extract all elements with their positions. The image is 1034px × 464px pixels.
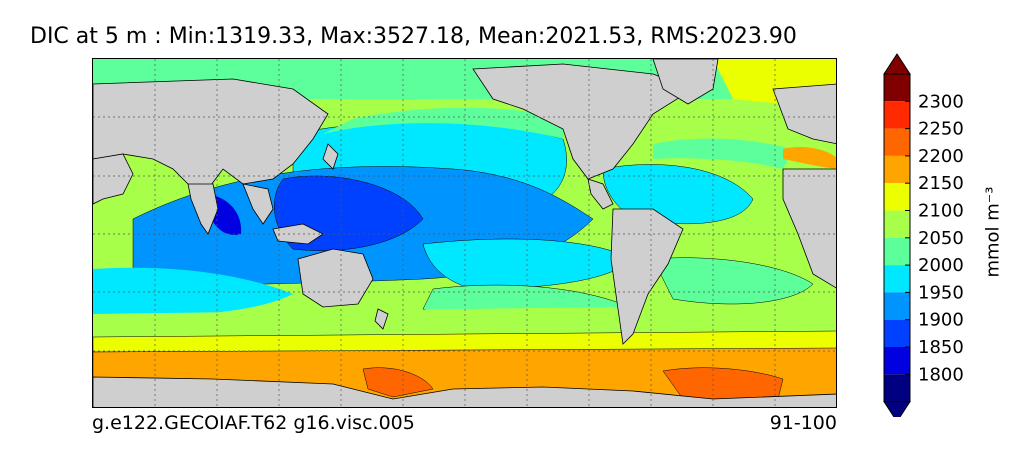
new-zealand [374,308,389,330]
ross-deep-orange [662,367,784,400]
colorbar-swatch [884,183,910,211]
colorbar-tick-label: 2200 [918,146,964,167]
years-label: 91-100 [769,412,837,434]
colorbar: 2300 2250 2200 2150 2100 2050 2000 1950 1900 1850… [883,52,1033,423]
satl-cyan [652,257,814,305]
lat-lon-grid [93,59,836,407]
map-title: DIC at 5 m : Min:1319.33, Max:3527.18, M… [30,24,797,49]
colorbar-tick-label: 2250 [918,119,964,140]
colorbar-tick-label: 2150 [918,173,964,194]
ocean-dic-map [92,58,837,408]
colorbar-tick-label: 2100 [918,201,964,222]
africa-east [93,153,134,205]
east-pac-tropical-cyan [422,238,634,290]
colorbar-swatch [884,347,910,375]
south-america [610,208,684,345]
colorbar-swatch [884,128,910,156]
colorbar-tick-label: 2000 [918,255,964,276]
colorbar-tick-label: 1950 [918,282,964,303]
japan [322,143,339,170]
greenland [652,59,719,105]
colorbar-swatch [884,155,910,184]
colorbar-unit-label: mmol m⁻³ [982,186,1004,278]
colorbar-lower-extend [883,401,911,423]
natl-green [653,138,793,169]
colorbar-tick-label: 1900 [918,310,964,331]
colorbar-tick-label: 1850 [918,337,964,358]
colorbar-tick-label: 2300 [918,91,964,112]
land-masses [93,59,836,407]
npac-green [323,107,563,139]
africa-west [782,168,836,289]
colorbar-swatch [884,292,910,320]
colorbar-swatch [884,374,910,402]
colorbar-swatch [884,265,910,293]
australia [297,248,374,308]
colorbar-upper-extend [883,53,911,75]
colorbar-tick-label: 2050 [918,228,964,249]
run-id-label: g.e122.GECOIAF.T62 g16.visc.005 [92,412,415,434]
so-yellow [93,330,836,353]
weddell-deep-orange [362,367,434,398]
colorbar-swatch [884,74,910,102]
colorbar-swatch [884,319,910,347]
so-lightgreen [93,304,836,337]
asia-west [93,78,329,190]
mediterranean-orange [783,147,836,169]
colorbar-swatch [884,237,910,266]
colorbar-swatch [884,101,910,129]
europe [772,83,836,145]
colorbar-tick-label: 1800 [918,364,964,385]
colorbar-swatch [884,210,910,238]
southeast-asia [242,183,274,225]
north-america [472,63,694,180]
central-america [587,178,614,210]
